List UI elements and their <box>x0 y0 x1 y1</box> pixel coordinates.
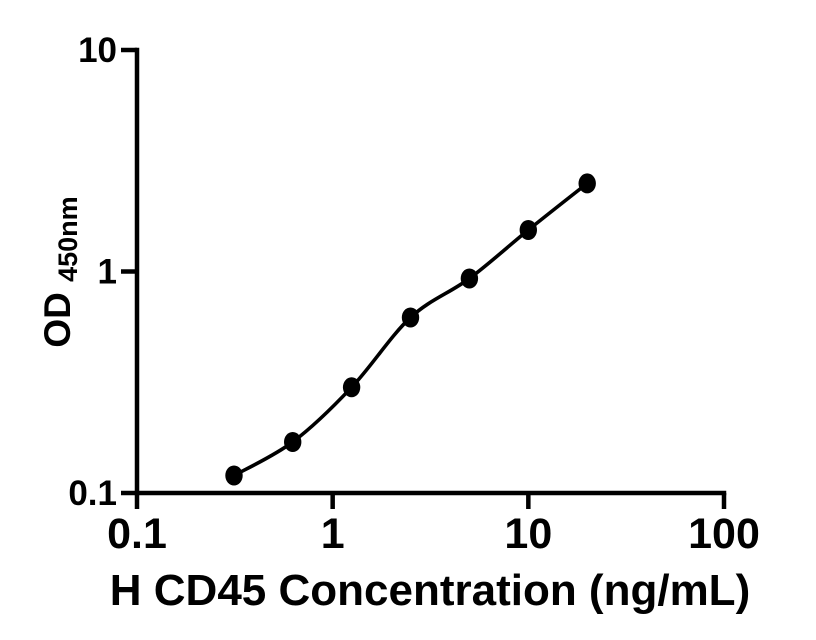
x-axis-ticks <box>134 493 727 509</box>
data-point <box>460 268 479 289</box>
y-axis-ticks <box>121 47 137 496</box>
y-tick-label: 10 <box>78 31 117 70</box>
data-point <box>225 465 243 486</box>
axes <box>134 47 727 496</box>
data-point <box>401 307 420 328</box>
y-axis-title-subscript: 450nm <box>53 196 83 282</box>
y-tick-label: 0.1 <box>68 474 117 513</box>
data-point <box>519 220 537 240</box>
x-axis-title: H CD45 Concentration (ng/mL) <box>110 566 750 615</box>
data-point <box>284 432 302 452</box>
x-tick-label: 100 <box>688 510 760 558</box>
x-axis-tick-labels: 0.1 1 10 100 <box>107 510 760 558</box>
y-tick-label: 1 <box>98 253 117 292</box>
data-point <box>342 377 361 398</box>
x-tick-label: 1 <box>321 510 345 558</box>
y-axis-title-main: OD <box>37 292 78 348</box>
y-axis-tick-labels: 0.1 1 10 <box>68 31 117 513</box>
x-tick-label: 0.1 <box>107 510 167 558</box>
data-points <box>225 173 596 486</box>
data-point <box>578 173 596 194</box>
y-axis-title: OD 450nm <box>37 196 83 347</box>
x-tick-label: 10 <box>504 510 552 558</box>
